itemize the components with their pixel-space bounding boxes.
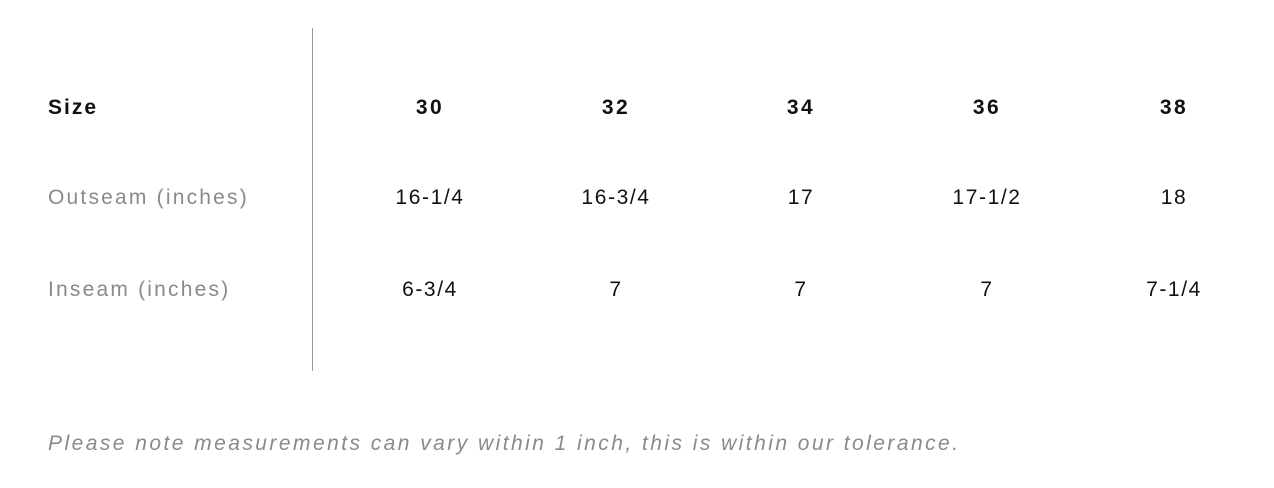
outseam-value: 18 [1160, 186, 1188, 209]
outseam-value: 16-3/4 [581, 186, 651, 209]
size-label: Size [48, 96, 99, 119]
outseam-label: Outseam (inches) [48, 186, 249, 209]
inseam-row: Inseam (inches) 6-3/4 7 7 7 7-1/4 [0, 275, 1274, 305]
tolerance-note: Please note measurements can vary within… [48, 432, 961, 455]
size-value: 38 [1159, 96, 1189, 119]
column-divider [312, 28, 313, 371]
size-header-row: Size 30 32 34 36 38 [0, 93, 1274, 123]
outseam-value: 16-1/4 [395, 186, 465, 209]
outseam-value: 17-1/2 [952, 186, 1022, 209]
size-value: 34 [786, 96, 816, 119]
size-value: 32 [601, 96, 631, 119]
size-value: 30 [415, 96, 445, 119]
inseam-label: Inseam (inches) [48, 278, 231, 301]
outseam-row: Outseam (inches) 16-1/4 16-3/4 17 17-1/2… [0, 183, 1274, 213]
inseam-value: 7-1/4 [1146, 278, 1202, 301]
size-value: 36 [972, 96, 1002, 119]
inseam-value: 7 [980, 278, 994, 301]
inseam-value: 7 [609, 278, 623, 301]
inseam-value: 6-3/4 [402, 278, 458, 301]
outseam-value: 17 [787, 186, 815, 209]
inseam-value: 7 [794, 278, 808, 301]
